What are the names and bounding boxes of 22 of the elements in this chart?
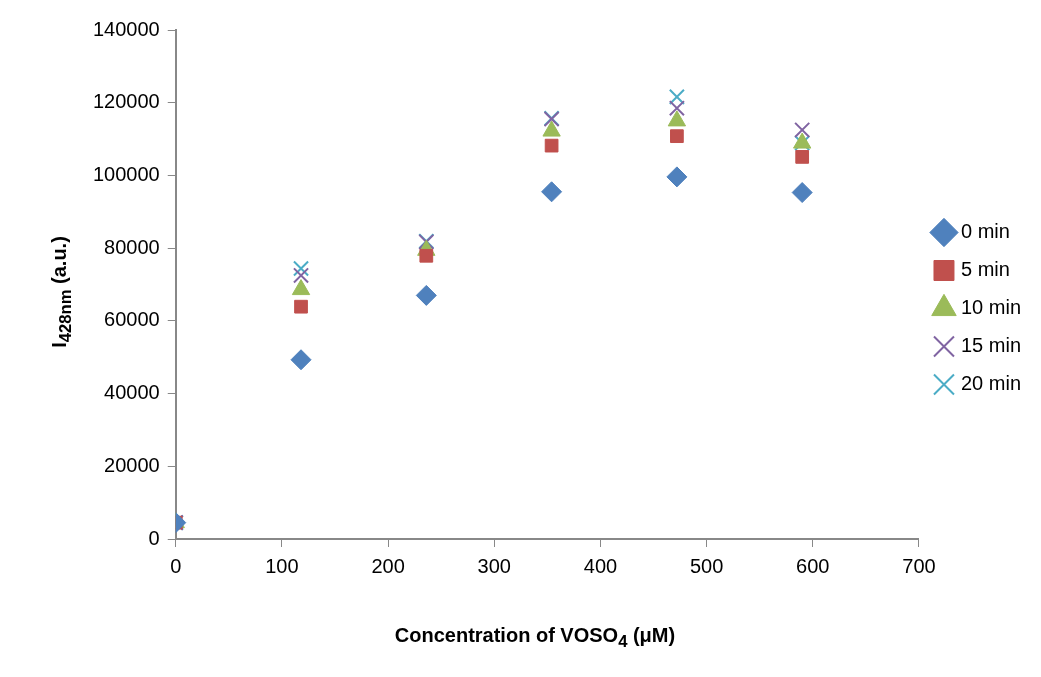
x-axis-title: Concentration of VOSO$_{4}$ (μM): [393, 624, 677, 652]
y-tick-label: 40000: [104, 381, 160, 404]
x-tick-label: 200: [371, 554, 405, 577]
y-tick-label: 120000: [92, 90, 160, 113]
x-tick-label: 400: [583, 554, 618, 577]
x-tick-label: 600: [796, 554, 830, 577]
y-tick-label: 60000: [104, 308, 160, 331]
legend-label: 10 min: [960, 296, 1021, 319]
legend-label: 5 min: [960, 258, 1010, 281]
x-tick-label: 0: [170, 554, 182, 577]
y-tick-label: 0: [148, 526, 160, 549]
y-tick-label: 20000: [104, 453, 160, 476]
legend-label: 0 min: [960, 220, 1010, 243]
x-tick-label: 100: [265, 554, 299, 577]
y-tick-label: 80000: [104, 235, 160, 258]
y-tick-label: 140000: [92, 17, 160, 40]
y-tick-label: 100000: [92, 162, 160, 185]
legend-label: 20 min: [960, 372, 1021, 395]
x-tick-label: 700: [902, 554, 936, 577]
legend-label: 15 min: [960, 334, 1021, 357]
x-tick-label: 500: [689, 554, 724, 577]
x-tick-label: 300: [477, 554, 511, 577]
